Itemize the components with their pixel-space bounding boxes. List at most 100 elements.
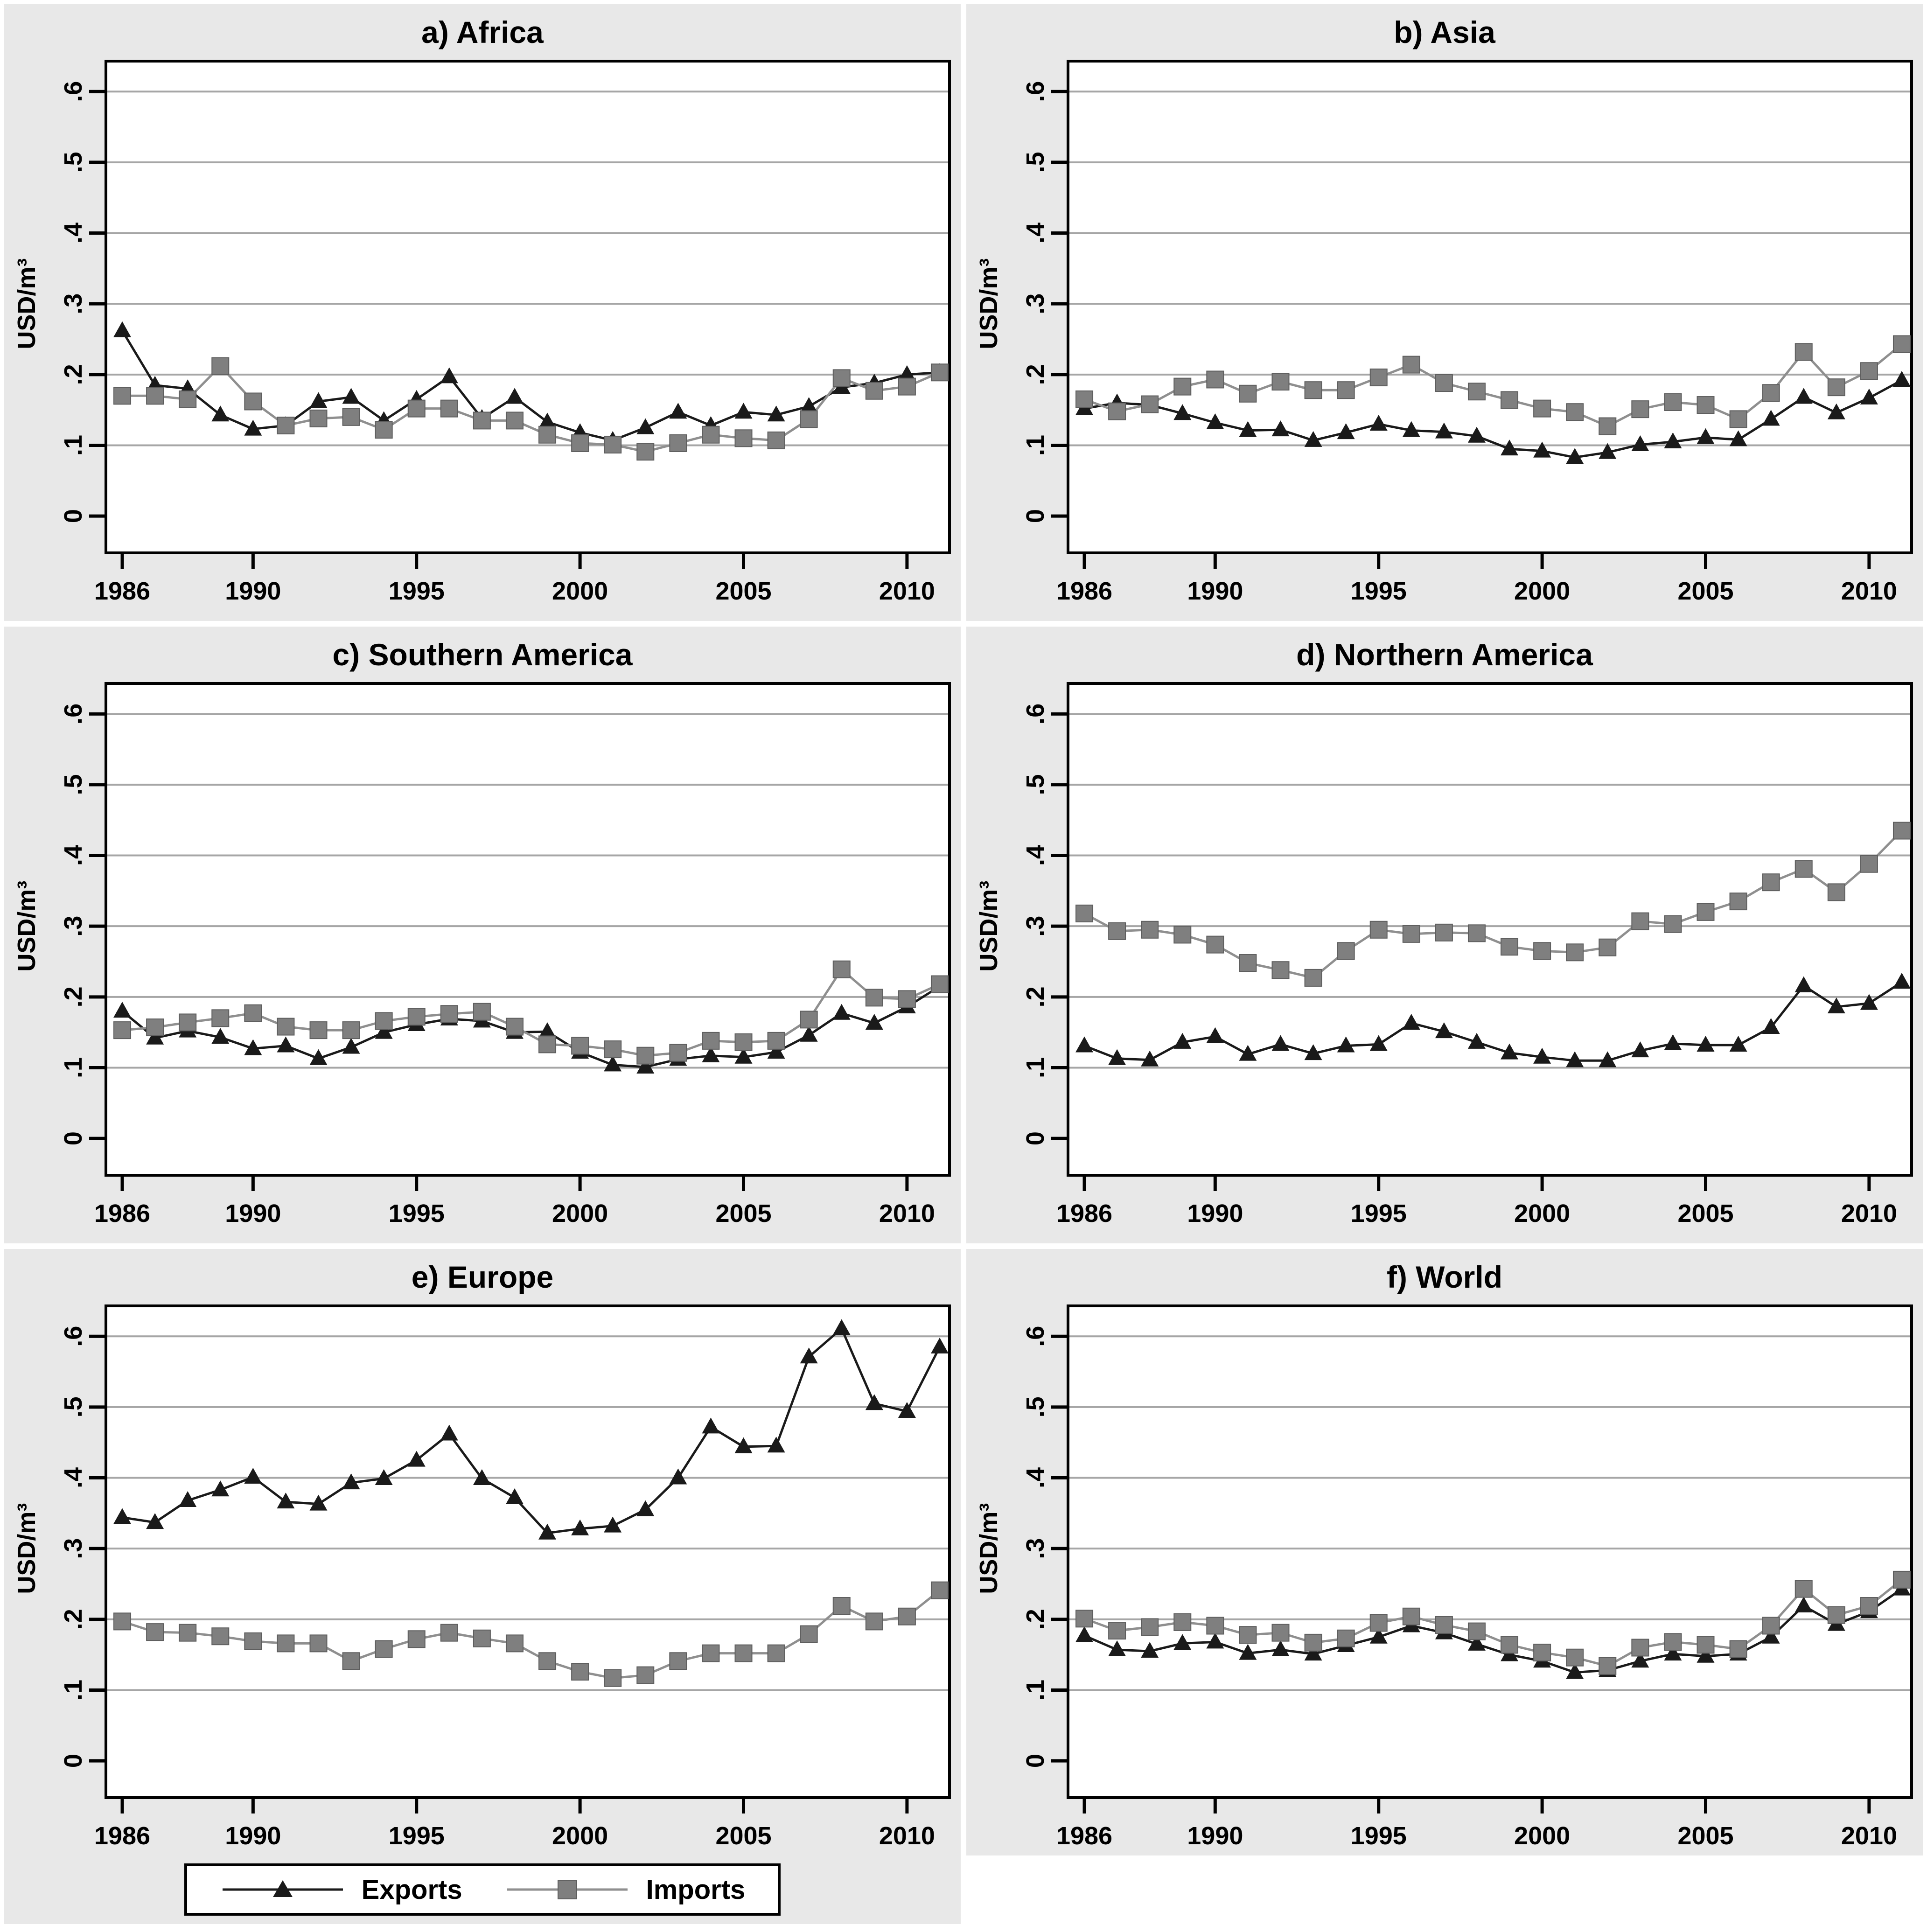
panel-world-box: f) World 0 .1 .2 .3 .4 .5 .6 USD/m³ 1986 1990 1995… [966, 1249, 1923, 1855]
svg-text:.1: .1 [59, 1680, 87, 1701]
legend-label-imports: Imports [646, 1874, 746, 1905]
svg-text:1995: 1995 [1351, 577, 1407, 605]
svg-text:.2: .2 [1021, 364, 1049, 385]
panel-asia: b) Asia 0 .1 .2 .3 .4 .5 .6 USD/m³ 1986 1990 1995 2… [966, 4, 1923, 621]
svg-text:.6: .6 [59, 704, 87, 725]
panel-southern-america-box: c) Southern America 0 .1 .2 .3 .4 .5 .6 USD/m³ 1… [4, 627, 961, 1243]
panel-africa-title: a) Africa [421, 15, 544, 49]
legend-wrap: Exports Imports [4, 1863, 961, 1916]
svg-text:2000: 2000 [552, 1822, 608, 1850]
svg-text:0: 0 [1021, 1131, 1049, 1145]
svg-text:1986: 1986 [1056, 577, 1112, 605]
svg-text:1995: 1995 [389, 577, 445, 605]
svg-text:.4: .4 [1021, 1467, 1049, 1488]
svg-text:.3: .3 [59, 293, 87, 314]
svg-text:.5: .5 [59, 1396, 87, 1417]
panel-asia-title: b) Asia [1394, 15, 1495, 49]
panel-world: f) World 0 .1 .2 .3 .4 .5 .6 USD/m³ 1986 1990 1995… [966, 1249, 1923, 1924]
panel-asia-box: b) Asia 0 .1 .2 .3 .4 .5 .6 USD/m³ 1986 1990 1995 2… [966, 4, 1923, 621]
svg-text:.6: .6 [59, 81, 87, 102]
svg-text:2010: 2010 [879, 577, 935, 605]
svg-text:.1: .1 [59, 1057, 87, 1078]
svg-text:.5: .5 [59, 774, 87, 795]
svg-text:.5: .5 [1021, 774, 1049, 795]
svg-text:2005: 2005 [715, 1200, 771, 1228]
svg-text:.4: .4 [1021, 845, 1049, 866]
svg-text:1995: 1995 [389, 1200, 445, 1228]
svg-text:1986: 1986 [1056, 1200, 1112, 1228]
svg-text:2000: 2000 [552, 577, 608, 605]
svg-text:1995: 1995 [1351, 1200, 1407, 1228]
svg-text:2010: 2010 [1841, 577, 1897, 605]
panel-europe-title: e) Europe [411, 1260, 554, 1294]
svg-text:2010: 2010 [879, 1822, 935, 1850]
svg-text:.2: .2 [59, 364, 87, 385]
legend-label-exports: Exports [361, 1874, 462, 1905]
svg-text:2000: 2000 [1514, 1200, 1570, 1228]
svg-text:.3: .3 [59, 1538, 87, 1559]
svg-text:.6: .6 [1021, 704, 1049, 725]
panel-africa-plot: 0 .1 .2 .3 .4 .5 .6 USD/m³ 1986 1990 1995 2000 2005 2… [13, 60, 951, 605]
svg-text:.5: .5 [1021, 152, 1049, 173]
svg-text:.4: .4 [59, 845, 87, 866]
svg-text:2000: 2000 [1514, 577, 1570, 605]
svg-text:.4: .4 [1021, 223, 1049, 244]
panel-africa: a) Africa 0 .1 .2 .3 .4 .5 .6 USD/m³ 1986 1990 199… [4, 4, 961, 621]
svg-text:.1: .1 [59, 435, 87, 456]
svg-text:2000: 2000 [1514, 1822, 1570, 1850]
svg-text:0: 0 [1021, 509, 1049, 523]
panel-asia-plot: 0 .1 .2 .3 .4 .5 .6 USD/m³ 1986 1990 1995 2000 2005 2… [975, 60, 1913, 605]
svg-text:1990: 1990 [225, 1200, 281, 1228]
svg-text:USD/m³: USD/m³ [13, 1503, 41, 1594]
svg-text:.4: .4 [59, 223, 87, 244]
svg-text:1986: 1986 [94, 1822, 150, 1850]
panel-northern-america-title: d) Northern America [1296, 637, 1593, 672]
svg-text:.2: .2 [1021, 986, 1049, 1007]
svg-text:1986: 1986 [94, 577, 150, 605]
svg-text:.3: .3 [1021, 1538, 1049, 1559]
panel-northern-america-plot: 0 .1 .2 .3 .4 .5 .6 USD/m³ 1986 1990 1995 2000 2005 2… [975, 682, 1913, 1228]
svg-text:.4: .4 [59, 1467, 87, 1488]
svg-text:2005: 2005 [715, 577, 771, 605]
svg-text:.3: .3 [1021, 916, 1049, 937]
panel-europe-box: e) Europe 0 .1 .2 .3 .4 .5 .6 USD/m³ 1986 1990 199… [4, 1249, 961, 1924]
panel-world-title: f) World [1386, 1260, 1503, 1294]
svg-text:.3: .3 [1021, 293, 1049, 314]
svg-text:1986: 1986 [1056, 1822, 1112, 1850]
panel-europe-plot: 0 .1 .2 .3 .4 .5 .6 USD/m³ 1986 1990 1995 2000 2005 2… [13, 1304, 951, 1850]
svg-text:.6: .6 [1021, 1326, 1049, 1347]
panel-africa-box: a) Africa 0 .1 .2 .3 .4 .5 .6 USD/m³ 1986 1990 199… [4, 4, 961, 621]
svg-text:1990: 1990 [225, 577, 281, 605]
imports-line-square-marker-icon [507, 1880, 628, 1899]
panel-southern-america-plot: 0 .1 .2 .3 .4 .5 .6 USD/m³ 1986 1990 1995 2000 2005 2… [13, 682, 951, 1228]
svg-text:USD/m³: USD/m³ [13, 258, 41, 349]
svg-text:2005: 2005 [715, 1822, 771, 1850]
svg-text:.5: .5 [1021, 1396, 1049, 1417]
svg-text:0: 0 [1021, 1754, 1049, 1768]
panel-southern-america-title: c) Southern America [332, 637, 633, 672]
legend-entry-imports: Imports [504, 1874, 746, 1905]
panel-northern-america-box: d) Northern America 0 .1 .2 .3 .4 .5 .6 USD/m³ 1… [966, 627, 1923, 1243]
svg-text:1990: 1990 [1187, 577, 1243, 605]
svg-text:1990: 1990 [225, 1822, 281, 1850]
svg-text:0: 0 [59, 509, 87, 523]
svg-text:1995: 1995 [389, 1822, 445, 1850]
svg-text:2010: 2010 [879, 1200, 935, 1228]
svg-text:.5: .5 [59, 152, 87, 173]
panel-world-plot: 0 .1 .2 .3 .4 .5 .6 USD/m³ 1986 1990 1995 2000 2005 2… [975, 1304, 1913, 1850]
svg-text:1986: 1986 [94, 1200, 150, 1228]
svg-text:0: 0 [59, 1754, 87, 1768]
exports-line-triangle-marker-icon [222, 1880, 343, 1897]
svg-text:2000: 2000 [552, 1200, 608, 1228]
panel-southern-america: c) Southern America 0 .1 .2 .3 .4 .5 .6 USD/m³ 1… [4, 627, 961, 1243]
legend: Exports Imports [184, 1863, 781, 1916]
svg-text:2005: 2005 [1677, 577, 1733, 605]
svg-text:.2: .2 [1021, 1609, 1049, 1630]
svg-text:.6: .6 [59, 1326, 87, 1347]
legend-entry-exports: Exports [220, 1874, 462, 1905]
svg-text:USD/m³: USD/m³ [13, 881, 41, 972]
svg-text:2010: 2010 [1841, 1200, 1897, 1228]
svg-text:USD/m³: USD/m³ [975, 881, 1003, 972]
svg-text:USD/m³: USD/m³ [975, 258, 1003, 349]
